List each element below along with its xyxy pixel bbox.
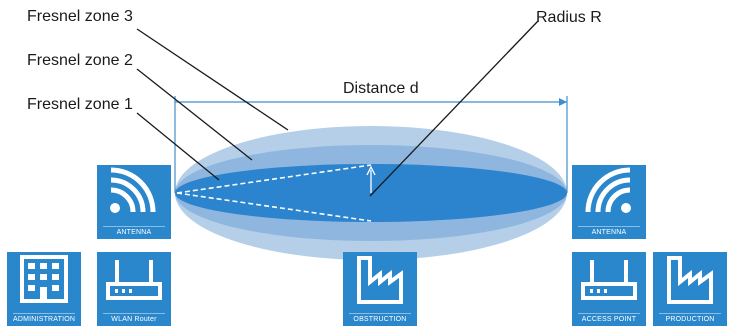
obstruction-caption: OBSTRUCTION: [349, 313, 411, 323]
antenna-left-tile: ANTENNA: [97, 165, 171, 239]
access-point-icon: [581, 260, 637, 300]
signal-path-lower: [176, 192, 372, 222]
signal-path-upper: [176, 164, 372, 194]
antenna-left-caption: ANTENNA: [103, 226, 165, 236]
radius-arrowhead: [366, 165, 376, 176]
antenna-left-icon: [110, 167, 156, 213]
production-tile: PRODUCTION: [653, 252, 727, 326]
antenna-right-icon: [585, 167, 631, 213]
antenna-right-caption: ANTENNA: [578, 226, 640, 236]
production-caption: PRODUCTION: [659, 313, 721, 323]
factory-icon: [667, 256, 713, 304]
wlan-router-caption: WLAN Router: [103, 313, 165, 323]
factory-icon: [357, 256, 403, 304]
label-distance: Distance d: [343, 80, 419, 97]
administration-caption: ADMINISTRATION: [13, 313, 75, 323]
leader-zone-1: [136, 112, 220, 181]
leader-zone-3: [136, 28, 289, 131]
router-icon: [106, 260, 162, 300]
antenna-right-tile: ANTENNA: [572, 165, 646, 239]
wlan-router-tile: WLAN Router: [97, 252, 171, 326]
leader-radius: [369, 20, 539, 197]
label-fresnel-zone-1: Fresnel zone 1: [27, 96, 133, 113]
distance-arrowhead: [559, 98, 567, 106]
administration-tile: ADMINISTRATION: [7, 252, 81, 326]
building-icon: [20, 255, 68, 303]
label-fresnel-zone-2: Fresnel zone 2: [27, 52, 133, 69]
label-fresnel-zone-3: Fresnel zone 3: [27, 8, 133, 25]
label-radius: Radius R: [536, 9, 602, 26]
access-point-caption: ACCESS POINT: [578, 313, 640, 323]
leader-zone-2: [136, 68, 253, 161]
obstruction-tile: OBSTRUCTION: [343, 252, 417, 326]
access-point-tile: ACCESS POINT: [572, 252, 646, 326]
